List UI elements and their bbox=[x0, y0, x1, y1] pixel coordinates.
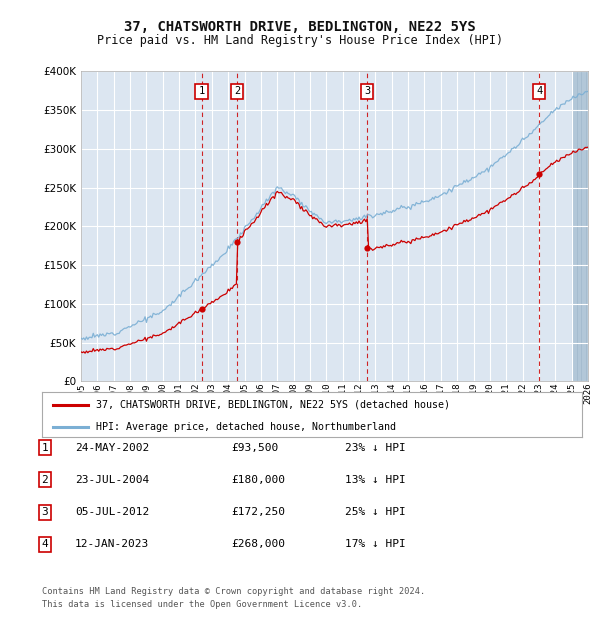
Text: HPI: Average price, detached house, Northumberland: HPI: Average price, detached house, Nort… bbox=[96, 422, 396, 432]
Text: Price paid vs. HM Land Registry's House Price Index (HPI): Price paid vs. HM Land Registry's House … bbox=[97, 34, 503, 47]
Text: 2: 2 bbox=[234, 86, 241, 97]
Text: £93,500: £93,500 bbox=[231, 443, 278, 453]
Text: 2: 2 bbox=[41, 475, 49, 485]
Text: 13% ↓ HPI: 13% ↓ HPI bbox=[345, 475, 406, 485]
Text: £172,250: £172,250 bbox=[231, 507, 285, 517]
Text: 4: 4 bbox=[41, 539, 49, 549]
Text: 37, CHATSWORTH DRIVE, BEDLINGTON, NE22 5YS (detached house): 37, CHATSWORTH DRIVE, BEDLINGTON, NE22 5… bbox=[96, 400, 450, 410]
Text: 3: 3 bbox=[364, 86, 370, 97]
Text: 05-JUL-2012: 05-JUL-2012 bbox=[75, 507, 149, 517]
Text: This data is licensed under the Open Government Licence v3.0.: This data is licensed under the Open Gov… bbox=[42, 600, 362, 609]
Text: Contains HM Land Registry data © Crown copyright and database right 2024.: Contains HM Land Registry data © Crown c… bbox=[42, 587, 425, 596]
Text: 25% ↓ HPI: 25% ↓ HPI bbox=[345, 507, 406, 517]
Text: £268,000: £268,000 bbox=[231, 539, 285, 549]
Text: 1: 1 bbox=[41, 443, 49, 453]
Text: 1: 1 bbox=[199, 86, 205, 97]
Bar bbox=[572, 71, 588, 381]
Text: 37, CHATSWORTH DRIVE, BEDLINGTON, NE22 5YS: 37, CHATSWORTH DRIVE, BEDLINGTON, NE22 5… bbox=[124, 20, 476, 34]
Text: 3: 3 bbox=[41, 507, 49, 517]
Text: 12-JAN-2023: 12-JAN-2023 bbox=[75, 539, 149, 549]
Text: 23-JUL-2004: 23-JUL-2004 bbox=[75, 475, 149, 485]
Text: £180,000: £180,000 bbox=[231, 475, 285, 485]
Text: 17% ↓ HPI: 17% ↓ HPI bbox=[345, 539, 406, 549]
Text: 24-MAY-2002: 24-MAY-2002 bbox=[75, 443, 149, 453]
Text: 4: 4 bbox=[536, 86, 542, 97]
Text: 23% ↓ HPI: 23% ↓ HPI bbox=[345, 443, 406, 453]
